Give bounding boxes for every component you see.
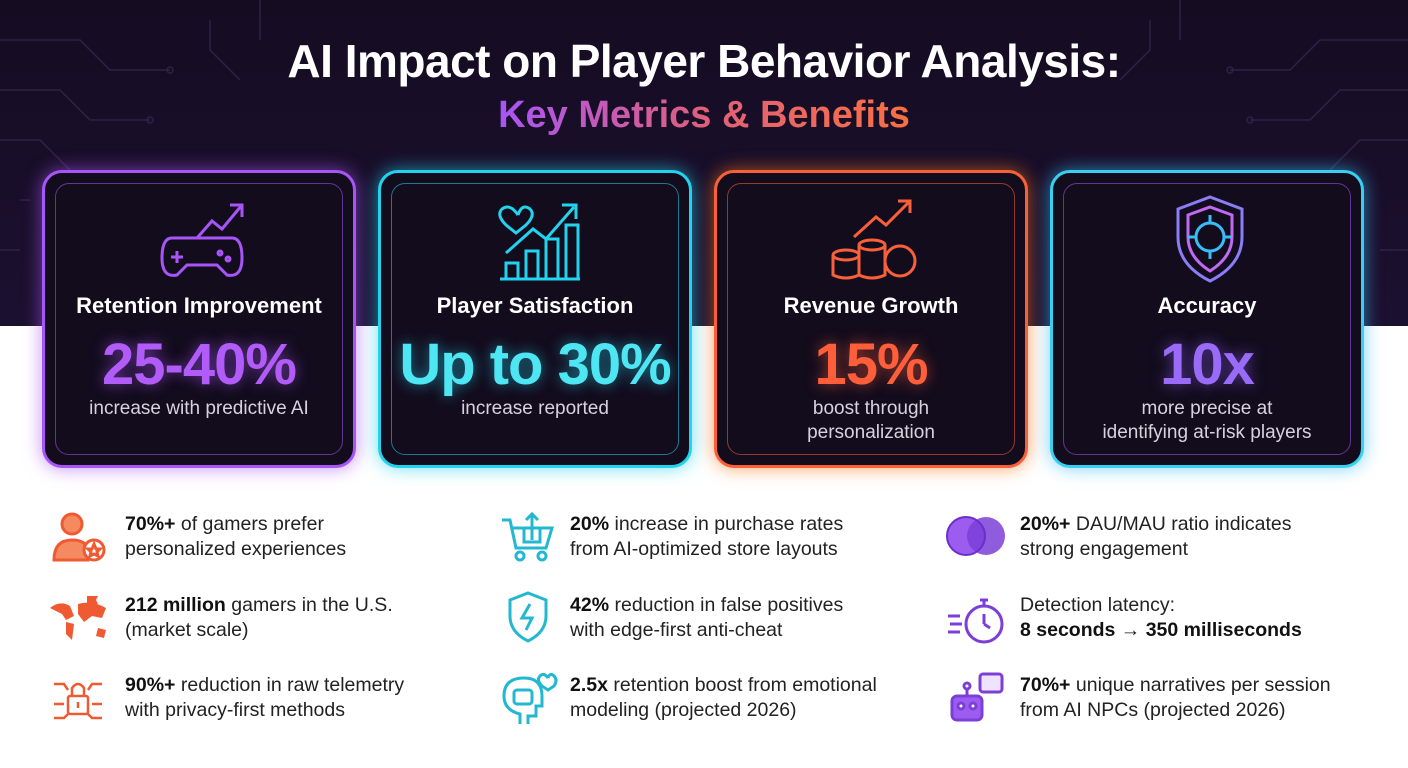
fact-text: (market scale) <box>125 618 249 641</box>
venn-icon <box>946 516 1005 556</box>
fact-text: from AI-optimized store layouts <box>570 537 838 560</box>
metric-card: Accuracy 10x more precise at identifying … <box>1050 170 1364 468</box>
card-title: Revenue Growth <box>783 293 959 318</box>
fact-text: Detection latency: <box>1020 594 1176 616</box>
fact-highlight: 70%+ <box>1020 674 1071 696</box>
fact-line: 90%+ reduction in raw telemetry <box>125 673 404 698</box>
card-description: increase with predictive AI <box>45 397 353 421</box>
chart-icon <box>498 203 580 281</box>
card-description: increase reported <box>381 397 689 421</box>
gamepad-icon <box>160 203 244 277</box>
stopwatch-icon <box>948 598 1004 644</box>
fact: Detection latency: 8 seconds → 350 millis… <box>1020 593 1302 642</box>
fact-highlight: 20% <box>570 513 610 535</box>
fact-line: with edge-first anti-cheat <box>570 618 843 643</box>
fact-text: strong engagement <box>1020 537 1189 560</box>
robot-icon <box>950 672 1004 722</box>
title: AI Impact on Player Behavior Analysis: <box>287 35 1121 87</box>
fact-line: from AI-optimized store layouts <box>570 537 843 562</box>
fact-highlight: 20%+ <box>1020 513 1071 535</box>
fact-text: of gamers prefer <box>180 513 324 535</box>
fact-line: with privacy-first methods <box>125 698 404 723</box>
fact-line: (market scale) <box>125 618 393 643</box>
fact-line: personalized experiences <box>125 537 346 562</box>
card-value: 15% <box>814 332 928 397</box>
description-line: identifying at-risk players <box>1102 422 1312 443</box>
fact-line: 42% reduction in false positives <box>570 593 843 618</box>
fact: 20%+ DAU/MAU ratio indicates strong engage… <box>1020 512 1292 561</box>
description-line: personalization <box>807 422 935 443</box>
fact-text: with privacy-first methods <box>125 698 345 721</box>
fact-text: personalized experiences <box>125 537 347 560</box>
fact-text: increase in purchase rates <box>614 513 844 535</box>
fact-line: strong engagement <box>1020 537 1292 562</box>
fact-line: 212 million gamers in the U.S. <box>125 593 393 618</box>
fact-text: unique narratives per session <box>1075 674 1331 696</box>
fact-line: Detection latency: <box>1020 593 1302 618</box>
fact-line: 70%+ unique narratives per session <box>1020 673 1331 698</box>
metric-card: Revenue Growth 15% boost through personal… <box>714 170 1028 468</box>
metric-card: Retention Improvement 25-40% increase wi… <box>42 170 356 468</box>
fact-text: with edge-first anti-cheat <box>570 618 783 641</box>
fact: 70%+ unique narratives per session from AI… <box>1020 673 1331 722</box>
card-title: Accuracy <box>1157 293 1257 318</box>
fact-line: 20%+ DAU/MAU ratio indicates <box>1020 512 1292 537</box>
card-value: Up to 30% <box>399 332 671 397</box>
shield-bolt-icon <box>508 591 548 643</box>
fact: 212 million gamers in the U.S. (market sca… <box>125 593 393 642</box>
subtitle: Key Metrics & Benefits <box>0 94 1408 137</box>
fact-line: modeling (projected 2026) <box>570 698 877 723</box>
fact: 2.5x retention boost from emotional modeli… <box>570 673 877 722</box>
cart-icon <box>502 511 555 562</box>
fact-text: reduction in false positives <box>614 594 844 616</box>
card-description: boost through personalization <box>717 397 1025 445</box>
fact: 90%+ reduction in raw telemetry with priva… <box>125 673 404 722</box>
lock-icon <box>54 682 102 720</box>
fact: 20% increase in purchase rates from AI-opt… <box>570 512 843 561</box>
fact-text: modeling (projected 2026) <box>570 698 797 721</box>
description-line: more precise at <box>1141 398 1273 419</box>
map-icon <box>50 596 106 640</box>
person-icon <box>52 512 106 562</box>
description-line: increase with predictive AI <box>89 398 309 419</box>
fact-text: gamers in the U.S. <box>231 594 393 616</box>
fact-highlight: 90%+ <box>125 674 176 696</box>
fact: 70%+ of gamers prefer personalized experie… <box>125 512 346 561</box>
fact-text: reduction in raw telemetry <box>180 674 405 696</box>
fact-line: 8 seconds → 350 milliseconds <box>1020 618 1302 643</box>
fact-highlight: 42% <box>570 594 610 616</box>
fact-line: 2.5x retention boost from emotional <box>570 673 877 698</box>
fact-highlight: 2.5x <box>570 674 608 696</box>
circuit-pattern <box>0 0 1408 251</box>
card-title: Retention Improvement <box>76 293 322 318</box>
fact-highlight: 212 million <box>125 594 226 616</box>
fact-line: 70%+ of gamers prefer <box>125 512 346 537</box>
card-description: more precise at identifying at-risk playe… <box>1053 397 1361 445</box>
fact: 42% reduction in false positives with edge… <box>570 593 843 642</box>
description-line: boost through <box>812 398 930 419</box>
fact-text: DAU/MAU ratio indicates <box>1075 513 1292 535</box>
fact-highlight: 70%+ <box>125 513 176 535</box>
fact-text: from AI NPCs (projected 2026) <box>1020 698 1286 721</box>
fact-line: 20% increase in purchase rates <box>570 512 843 537</box>
brain-heart-icon <box>502 672 558 724</box>
shield-icon <box>1176 195 1244 283</box>
fact-highlight: 8 seconds → 350 milliseconds <box>1020 618 1302 641</box>
subtitle-text: Key Metrics & Benefits <box>498 94 910 136</box>
fact-line: from AI NPCs (projected 2026) <box>1020 698 1331 723</box>
metric-card: Player Satisfaction Up to 30% increase r… <box>378 170 692 468</box>
fact-text: retention boost from emotional <box>613 674 877 696</box>
card-title: Player Satisfaction <box>436 293 634 318</box>
card-value: 10x <box>1160 332 1255 397</box>
card-value: 25-40% <box>102 332 297 397</box>
description-line: increase reported <box>461 398 609 419</box>
coins-icon <box>831 199 917 280</box>
